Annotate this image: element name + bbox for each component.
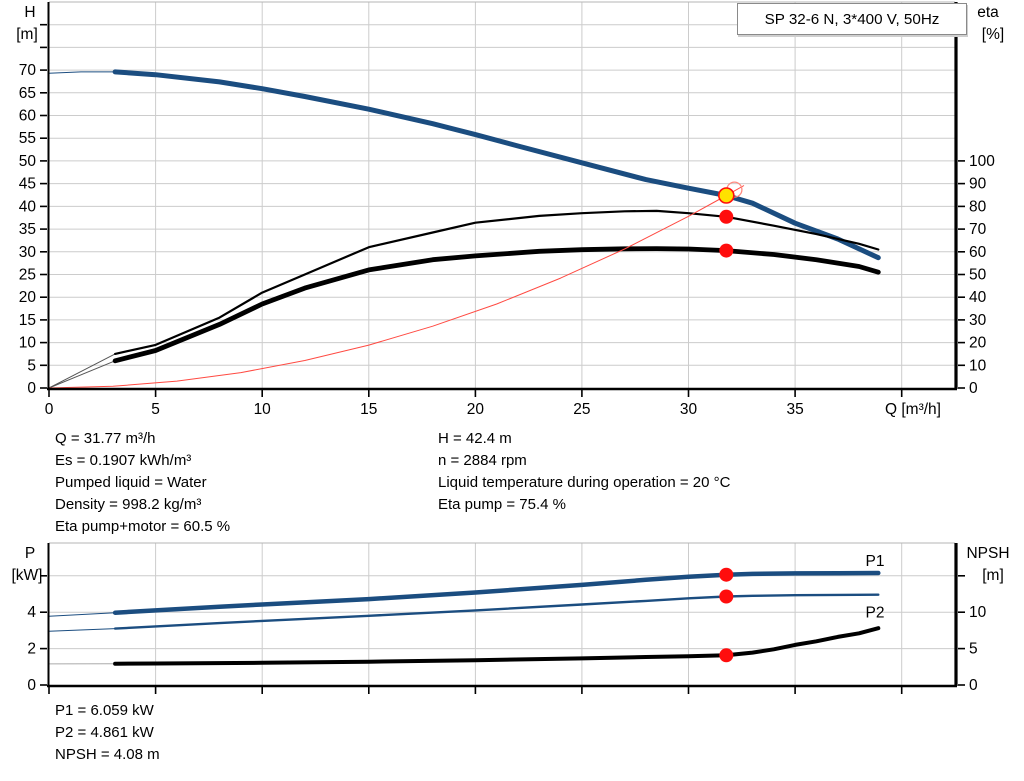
svg-text:90: 90 [969, 176, 987, 193]
pump-model-label: SP 32-6 N, 3*400 V, 50Hz [764, 10, 940, 28]
p1-point-marker [719, 567, 734, 582]
svg-text:50: 50 [969, 267, 987, 284]
svg-text:60: 60 [969, 244, 987, 261]
svg-text:10: 10 [969, 357, 987, 374]
info-flow: Q = 31.77 m³/h [55, 430, 156, 447]
svg-text:55: 55 [19, 130, 36, 147]
result-npsh: NPSH = 4.08 m [55, 746, 160, 763]
svg-text:45: 45 [19, 176, 36, 193]
gridlines [49, 1, 955, 388]
svg-text:30: 30 [969, 312, 987, 329]
eta-pump-point-marker [719, 209, 734, 224]
svg-text:35: 35 [19, 221, 36, 238]
info-density: Density = 998.2 kg/m³ [55, 496, 202, 513]
svg-text:[%]: [%] [982, 26, 1004, 43]
svg-text:40: 40 [969, 289, 987, 306]
svg-text:[m]: [m] [982, 567, 1004, 584]
tick-labels: 0 5 10 15 20 25 30 35 0 5 10 15 20 25 30 35 40 45 50 55 60 65… [19, 23, 995, 418]
svg-text:30: 30 [19, 244, 37, 261]
svg-text:20: 20 [19, 289, 37, 306]
svg-text:[m]: [m] [16, 26, 38, 43]
curve-label-p1: P1 [866, 553, 885, 570]
svg-text:20: 20 [467, 401, 485, 418]
svg-text:100: 100 [969, 153, 995, 170]
series-system-curve [48, 185, 745, 389]
duty-point-marker [717, 187, 735, 204]
svg-text:4: 4 [27, 604, 36, 621]
svg-text:25: 25 [573, 401, 590, 418]
svg-text:5: 5 [969, 641, 978, 658]
info-head: H = 42.4 m [438, 430, 512, 447]
axes [47, 543, 958, 688]
info-eta-pump-motor: Eta pump+motor = 60.5 % [55, 518, 231, 535]
tick-labels: 0 2 4 0 5 10 [27, 574, 987, 694]
result-p1: P1 = 6.059 kW [55, 702, 154, 719]
svg-text:15: 15 [360, 401, 377, 418]
qh-eta-chart: 0 5 10 15 20 25 30 35 0 5 10 15 20 25 30 35 40 45 50 55 60 65… [16, 1, 1004, 418]
svg-text:[kW]: [kW] [12, 567, 43, 584]
svg-text:80: 80 [969, 198, 987, 215]
svg-text:2: 2 [27, 641, 36, 658]
info-speed: n = 2884 rpm [438, 452, 527, 469]
info-specific-energy: Es = 0.1907 kWh/m³ [55, 452, 192, 469]
svg-text:60: 60 [19, 108, 37, 125]
axes [47, 2, 958, 391]
svg-text:0: 0 [27, 677, 36, 694]
svg-text:5: 5 [27, 357, 36, 374]
left-axis-title: P [25, 545, 35, 562]
svg-text:20: 20 [969, 335, 987, 352]
series-head [48, 69, 881, 261]
info-eta-pump: Eta pump = 75.4 % [438, 496, 566, 513]
p2-point-marker [719, 589, 734, 604]
svg-text:10: 10 [19, 335, 37, 352]
axis-titles: H [m] eta [%] Q [m³/h] [16, 4, 1004, 418]
info-liquid-temperature: Liquid temperature during operation = 20… [438, 474, 731, 491]
series-p1 [48, 570, 881, 617]
series-eta-pump [48, 209, 880, 389]
svg-text:5: 5 [151, 401, 160, 418]
svg-text:40: 40 [19, 198, 37, 215]
svg-text:0: 0 [27, 380, 36, 397]
svg-text:15: 15 [19, 312, 36, 329]
npsh-point-marker [719, 648, 734, 663]
svg-text:10: 10 [254, 401, 272, 418]
svg-text:0: 0 [969, 380, 978, 397]
svg-text:35: 35 [786, 401, 803, 418]
eta-pump-motor-point-marker [719, 243, 734, 258]
svg-text:50: 50 [19, 153, 37, 170]
svg-text:70: 70 [19, 62, 37, 79]
x-axis-title: Q [m³/h] [885, 401, 941, 418]
series-eta-pump-motor [48, 246, 881, 389]
duty-info-right: H = 42.4 m n = 2884 rpm Liquid temperatu… [438, 428, 730, 516]
svg-text:10: 10 [969, 604, 987, 621]
pump-model-box: SP 32-6 N, 3*400 V, 50Hz [737, 3, 967, 35]
result-p2: P2 = 4.861 kW [55, 724, 154, 741]
svg-text:25: 25 [19, 267, 36, 284]
left-axis-title: H [24, 4, 35, 21]
right-axis-title: eta [977, 4, 999, 21]
axis-titles: P [kW] NPSH [m] [12, 545, 1010, 584]
svg-text:70: 70 [969, 221, 987, 238]
series-npsh [48, 626, 881, 666]
svg-text:0: 0 [969, 677, 978, 694]
duty-info-left: Q = 31.77 m³/h Es = 0.1907 kWh/m³ Pumped… [55, 428, 230, 538]
series-p2 [48, 593, 880, 632]
result-values: P1 = 6.059 kW P2 = 4.861 kW NPSH = 4.08 … [55, 700, 160, 766]
svg-text:30: 30 [680, 401, 698, 418]
svg-text:65: 65 [19, 85, 36, 102]
svg-text:0: 0 [45, 401, 54, 418]
right-axis-title: NPSH [966, 545, 1009, 562]
power-npsh-chart: P1 P2 0 2 4 0 5 10 P [kW] NPSH [m] [12, 542, 1010, 694]
info-pumped-liquid: Pumped liquid = Water [55, 474, 207, 491]
curve-label-p2: P2 [866, 604, 885, 621]
